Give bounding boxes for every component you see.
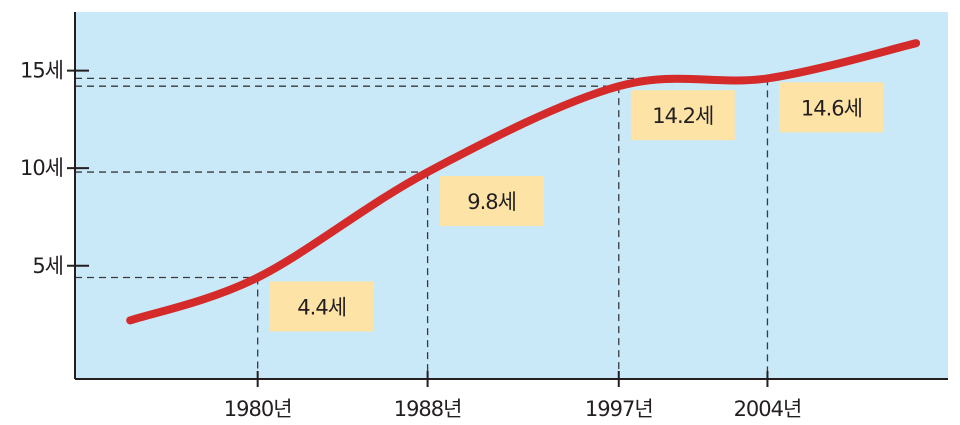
data-label: 9.8세 — [467, 190, 516, 214]
y-ticks: 5세 10세 15세 — [20, 59, 89, 278]
data-label-box — [630, 90, 735, 141]
x-ticks: 1980년 1988년 1997년 2004년 — [224, 371, 802, 421]
x-tick-label: 1997년 — [585, 397, 653, 421]
data-labels: 4.4세 9.8세 14.2세 14.6세 — [269, 82, 884, 332]
data-label: 14.2세 — [652, 104, 713, 128]
data-label-box — [779, 82, 884, 133]
axes — [74, 12, 948, 380]
data-label: 4.4세 — [297, 295, 346, 319]
y-tick-label: 15세 — [20, 59, 63, 83]
x-tick-label: 1980년 — [224, 397, 292, 421]
y-tick-label: 10세 — [20, 156, 63, 180]
data-label-box — [269, 281, 374, 332]
x-tick-label: 2004년 — [734, 397, 802, 421]
series-line — [126, 39, 921, 325]
y-tick-label: 5세 — [32, 254, 63, 278]
data-label: 14.6세 — [801, 96, 862, 120]
data-label-box — [439, 176, 544, 227]
x-tick-label: 1988년 — [394, 397, 462, 421]
